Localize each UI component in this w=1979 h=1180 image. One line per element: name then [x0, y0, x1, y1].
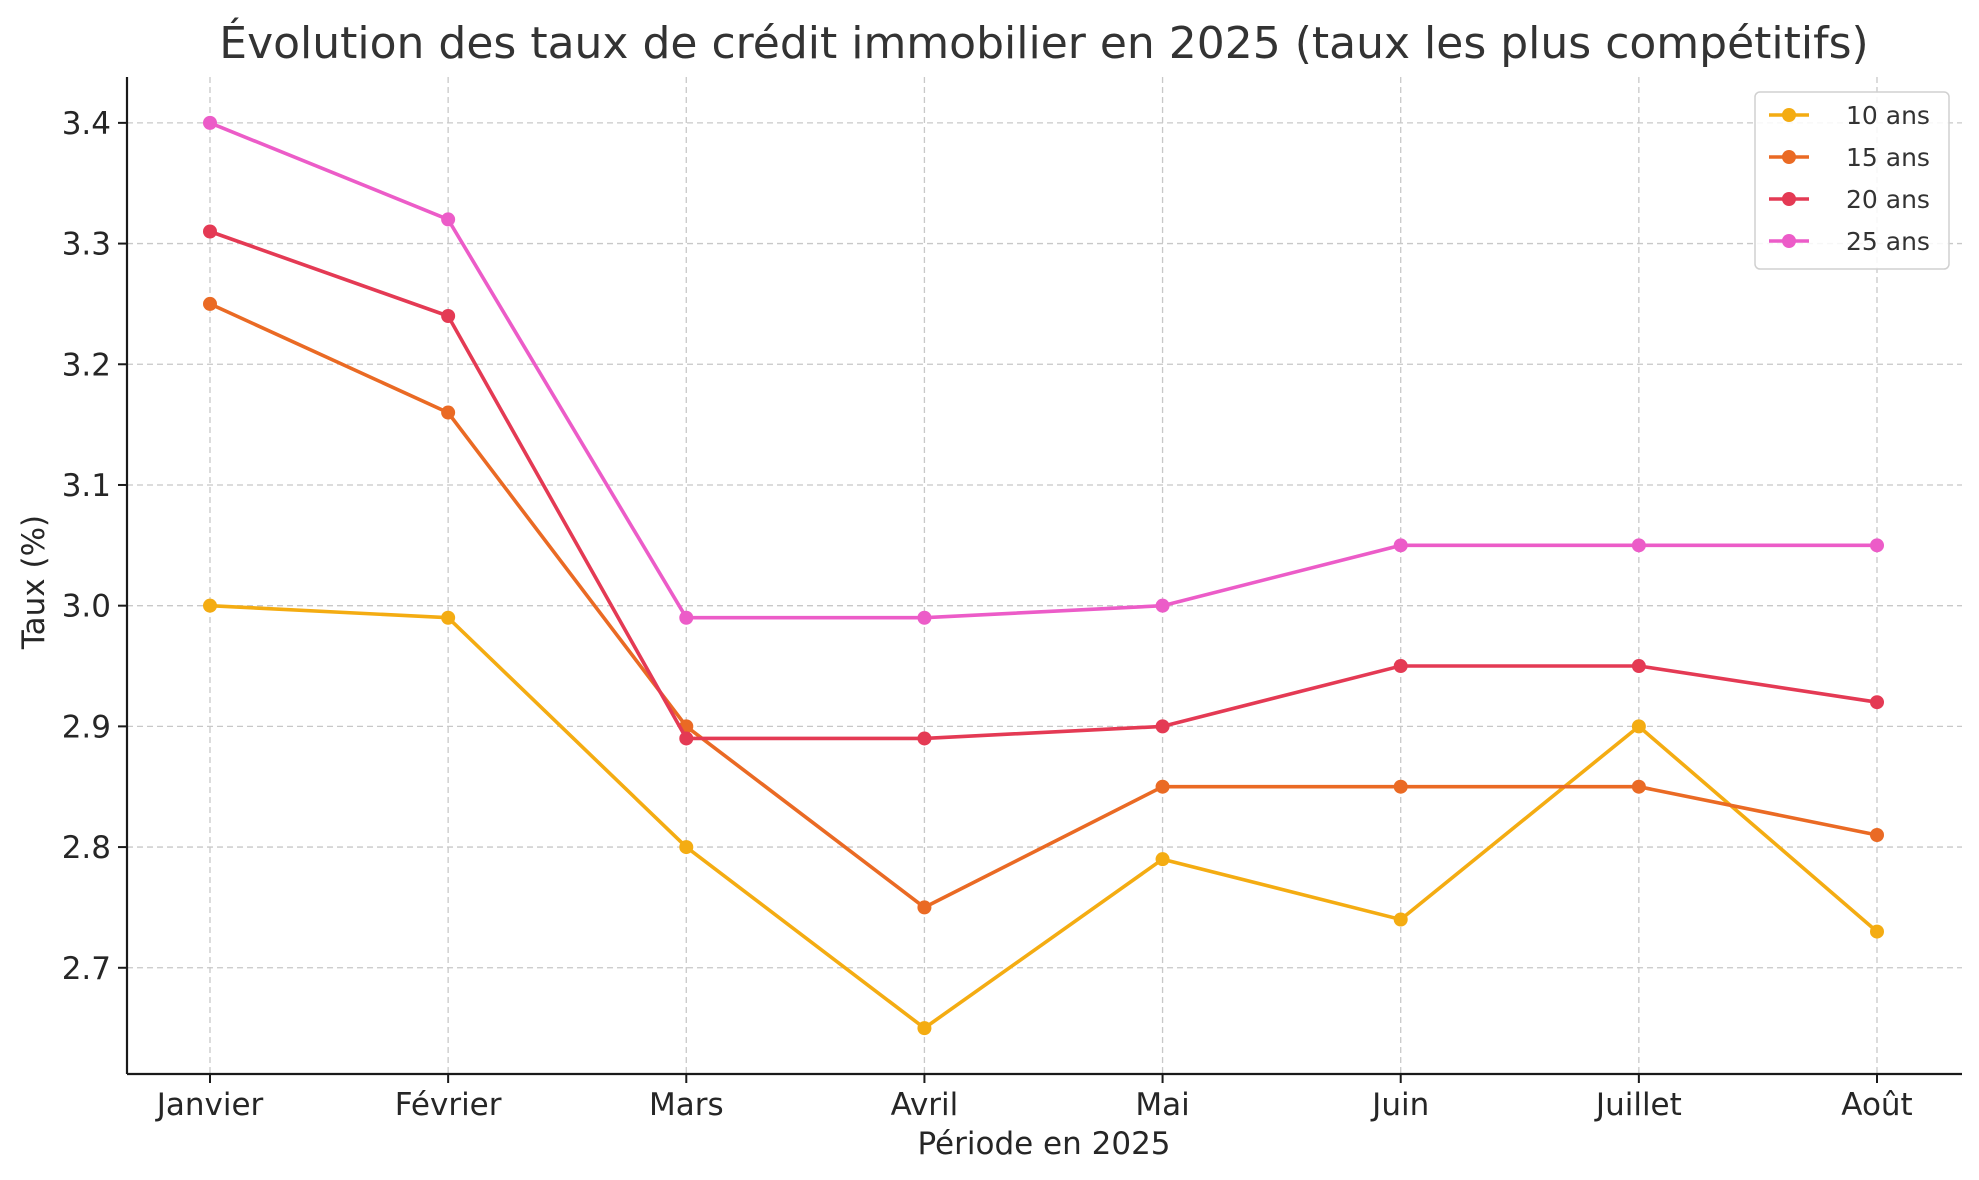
- data-point: [441, 405, 456, 420]
- legend-swatch-marker: [1782, 234, 1796, 248]
- data-point: [203, 224, 217, 239]
- series-line: [208, 121, 1879, 620]
- series-line: [208, 302, 1879, 910]
- data-point: [1631, 719, 1646, 734]
- y-axis-label: Taux (%): [16, 515, 52, 650]
- x-tick-label: Janvier: [155, 1087, 264, 1123]
- data-point: [679, 610, 694, 625]
- x-tick-label: Mars: [649, 1087, 724, 1123]
- legend-swatch-marker: [1782, 150, 1796, 164]
- x-tick-label: Juillet: [1594, 1087, 1682, 1123]
- tick-labels: Janvier Février Mars Avril Mai Juin Juillet Aoû…: [62, 106, 1913, 1123]
- legend-label: 25 ans: [1846, 227, 1930, 256]
- series-line: [208, 603, 1879, 1030]
- y-tick-label: 3.1: [62, 468, 111, 504]
- y-tick-label: 3.2: [62, 347, 111, 383]
- axes: [118, 77, 1962, 1083]
- data-point: [1155, 598, 1170, 613]
- data-point: [1393, 912, 1408, 927]
- x-tick-label: Août: [1841, 1087, 1912, 1123]
- legend-swatch-marker: [1782, 108, 1796, 122]
- legend-item: 20 ans: [1769, 185, 1930, 214]
- data-point: [917, 610, 932, 625]
- x-axis-label: Période en 2025: [917, 1126, 1170, 1162]
- data-point: [203, 296, 217, 311]
- data-point: [1155, 852, 1170, 867]
- legend-item: 25 ans: [1769, 227, 1930, 256]
- data-point: [1870, 538, 1884, 553]
- y-tick-label: 3.3: [62, 227, 111, 263]
- legend-item: 15 ans: [1769, 143, 1930, 172]
- legend-label: 20 ans: [1846, 185, 1930, 214]
- legend-swatch-marker: [1782, 192, 1796, 206]
- data-point: [917, 731, 932, 746]
- legend-label: 15 ans: [1846, 143, 1930, 172]
- data-point: [441, 212, 456, 227]
- x-tick-label: Juin: [1370, 1087, 1429, 1123]
- data-point: [1393, 538, 1408, 553]
- data-point: [1631, 659, 1646, 674]
- data-point: [1870, 695, 1884, 710]
- data-point: [203, 598, 217, 613]
- data-point: [1393, 779, 1408, 794]
- data-point: [1155, 719, 1170, 734]
- legend-item: 10 ans: [1769, 101, 1930, 130]
- data-point: [917, 1021, 932, 1036]
- series: [203, 115, 1884, 1036]
- data-point: [1631, 779, 1646, 794]
- y-tick-label: 3.4: [62, 106, 111, 142]
- x-tick-label: Février: [395, 1087, 502, 1123]
- x-tick-label: Avril: [891, 1087, 959, 1123]
- data-point: [1155, 779, 1170, 794]
- series-group: [203, 224, 1884, 746]
- chart-title: Évolution des taux de crédit immobilier …: [219, 16, 1868, 69]
- legend: 10 ans 15 ans 20 ans 25 ans: [1754, 91, 1950, 270]
- legend-label: 10 ans: [1846, 101, 1930, 130]
- data-point: [679, 731, 694, 746]
- grid: [127, 77, 1962, 1074]
- data-point: [1631, 538, 1646, 553]
- series-line: [208, 229, 1879, 741]
- y-tick-label: 2.7: [62, 951, 111, 987]
- data-point: [679, 840, 694, 855]
- y-tick-label: 2.9: [62, 709, 111, 745]
- data-point: [441, 610, 456, 625]
- y-tick-label: 2.8: [62, 830, 111, 866]
- data-point: [203, 115, 217, 130]
- x-tick-label: Mai: [1135, 1087, 1189, 1123]
- legend-box: [1754, 91, 1950, 270]
- data-point: [917, 900, 932, 915]
- data-point: [1870, 828, 1884, 843]
- series-group: [203, 598, 1884, 1036]
- data-point: [441, 308, 456, 323]
- data-point: [1870, 924, 1884, 939]
- y-tick-label: 3.0: [62, 589, 111, 625]
- series-group: [203, 115, 1884, 625]
- data-point: [1393, 659, 1408, 674]
